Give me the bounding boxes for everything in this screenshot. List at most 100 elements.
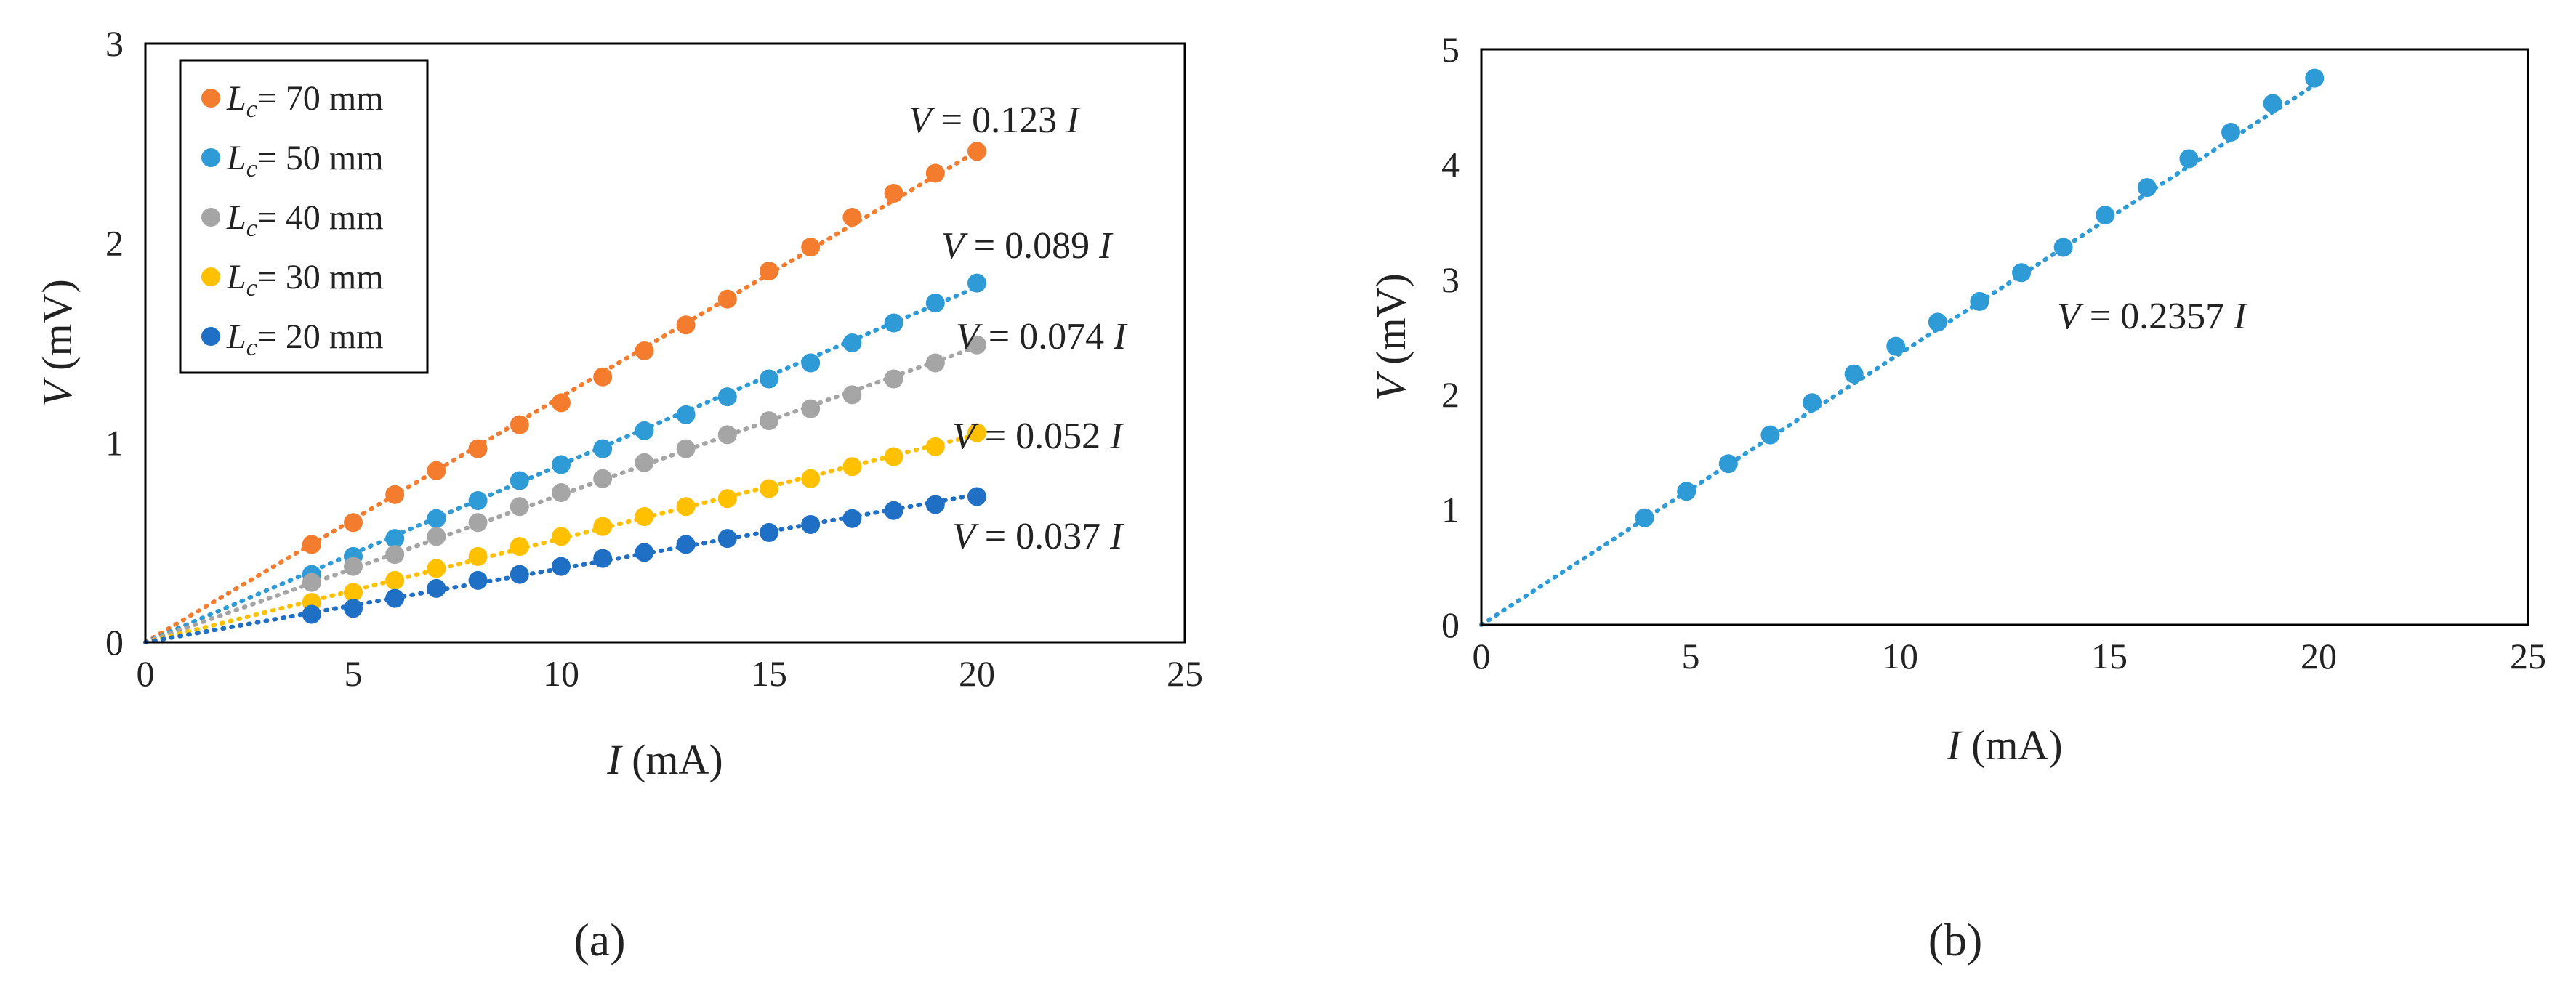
x-axis-title-a: I (mA) [606,736,723,783]
data-point [552,455,571,474]
data-point [676,497,696,517]
data-point [884,369,903,389]
data-point [593,439,613,458]
data-point [884,313,903,333]
x-axis-unit-a: (mA) [621,736,723,783]
y-tick-label: 4 [1441,144,1460,185]
data-point [760,411,778,431]
y-axis-title-a: V (mV) [33,279,81,407]
data-point [760,262,778,281]
tick-labels-b: 0 5 10 15 20 25 0 1 2 3 4 5 [1441,29,2546,676]
data-point [1970,291,1989,311]
data-point [593,517,613,536]
data-point [427,559,446,578]
data-point [2053,238,2073,257]
data-point [801,238,821,257]
y-tick-label: 3 [1441,259,1460,300]
y-axis-var-a: V [33,376,81,407]
data-point [593,367,613,387]
data-point [385,545,405,565]
data-point [385,529,405,549]
y-axis-title-b: V (mV) [1367,273,1414,401]
data-point [302,573,321,592]
x-tick-label: 20 [959,653,995,694]
data-point [510,565,529,584]
data-point [635,453,654,472]
data-point [344,513,363,533]
tick-labels-a: 0 5 10 15 20 25 0 1 2 3 [105,23,1203,694]
data-point [2137,178,2157,198]
data-point [385,588,405,608]
legend-marker [201,327,220,346]
x-tick-label: 10 [1882,636,1918,676]
data-point [2305,68,2325,88]
fit-equation-label: V = 0.123 I [909,100,1081,141]
x-axis-title-b: I (mA) [1946,721,2062,769]
data-point [468,439,488,458]
data-point [468,513,488,533]
data-point [925,353,945,373]
data-point [760,522,778,542]
legend-a: Lc= 70 mm Lc= 50 mm Lc= 40 mm Lc= 30 mm Lc= … [179,59,429,374]
fit-equation-label: V = 0.089 I [941,225,1114,267]
data-point [635,543,654,562]
plot-frame-b [1480,48,2529,626]
x-axis-var-b: I [1946,721,1963,769]
data-point [801,469,821,488]
x-axis-var-a: I [606,736,623,783]
y-tick-label: 5 [1441,29,1460,70]
data-point [2221,123,2241,142]
panel-label-b: (b) [1928,914,1983,966]
data-point [1677,482,1696,501]
x-tick-label: 5 [1682,636,1700,676]
plot-frame-a [144,42,1186,644]
data-point [676,405,696,424]
legend-marker [201,208,220,227]
x-tick-label: 5 [345,653,363,694]
legend-marker [201,267,220,286]
data-point [593,549,613,568]
data-point [967,335,986,355]
legend-label: Lc= 30 mm [226,258,384,302]
data-point [468,546,488,566]
data-point [967,142,986,161]
data-point [468,490,488,510]
data-point [2096,206,2115,225]
y-tick-label: 0 [1441,604,1460,645]
x-axis-unit-b: (mA) [1961,721,2063,769]
data-point [925,163,945,183]
data-point [2179,149,2199,169]
fit-equation-label: V = 0.2357 I [2057,296,2248,337]
data-point [884,184,903,203]
data-point [1844,364,1864,384]
data-point [676,315,696,335]
y-axis-unit-a: (mV) [33,279,81,381]
data-point [717,425,737,445]
data-point [842,385,862,405]
x-tick-label: 15 [2091,636,2128,676]
data-point [552,483,571,502]
chart-b: 0 5 10 15 20 25 0 1 2 3 4 5 V = 0.2357 I I (mA) V (… [1367,29,2546,966]
data-point [717,387,737,407]
x-tick-label: 10 [543,653,579,694]
data-point [427,461,446,480]
data-point [967,487,986,506]
legend-box [179,59,429,374]
data-point [302,604,321,624]
data-point [842,457,862,477]
data-point [760,369,778,389]
data-point [510,497,529,517]
y-tick-label: 3 [105,23,124,64]
data-point [510,471,529,490]
fit-equation-label: V = 0.052 I [952,416,1124,457]
data-point [801,399,821,418]
data-point [717,529,737,549]
y-tick-label: 0 [105,622,124,663]
data-point [884,501,903,520]
data-point [884,447,903,466]
data-point [967,273,986,293]
legend-marker [201,148,220,167]
data-point [925,495,945,514]
data-point [344,599,363,618]
x-tick-label: 25 [2510,636,2546,676]
